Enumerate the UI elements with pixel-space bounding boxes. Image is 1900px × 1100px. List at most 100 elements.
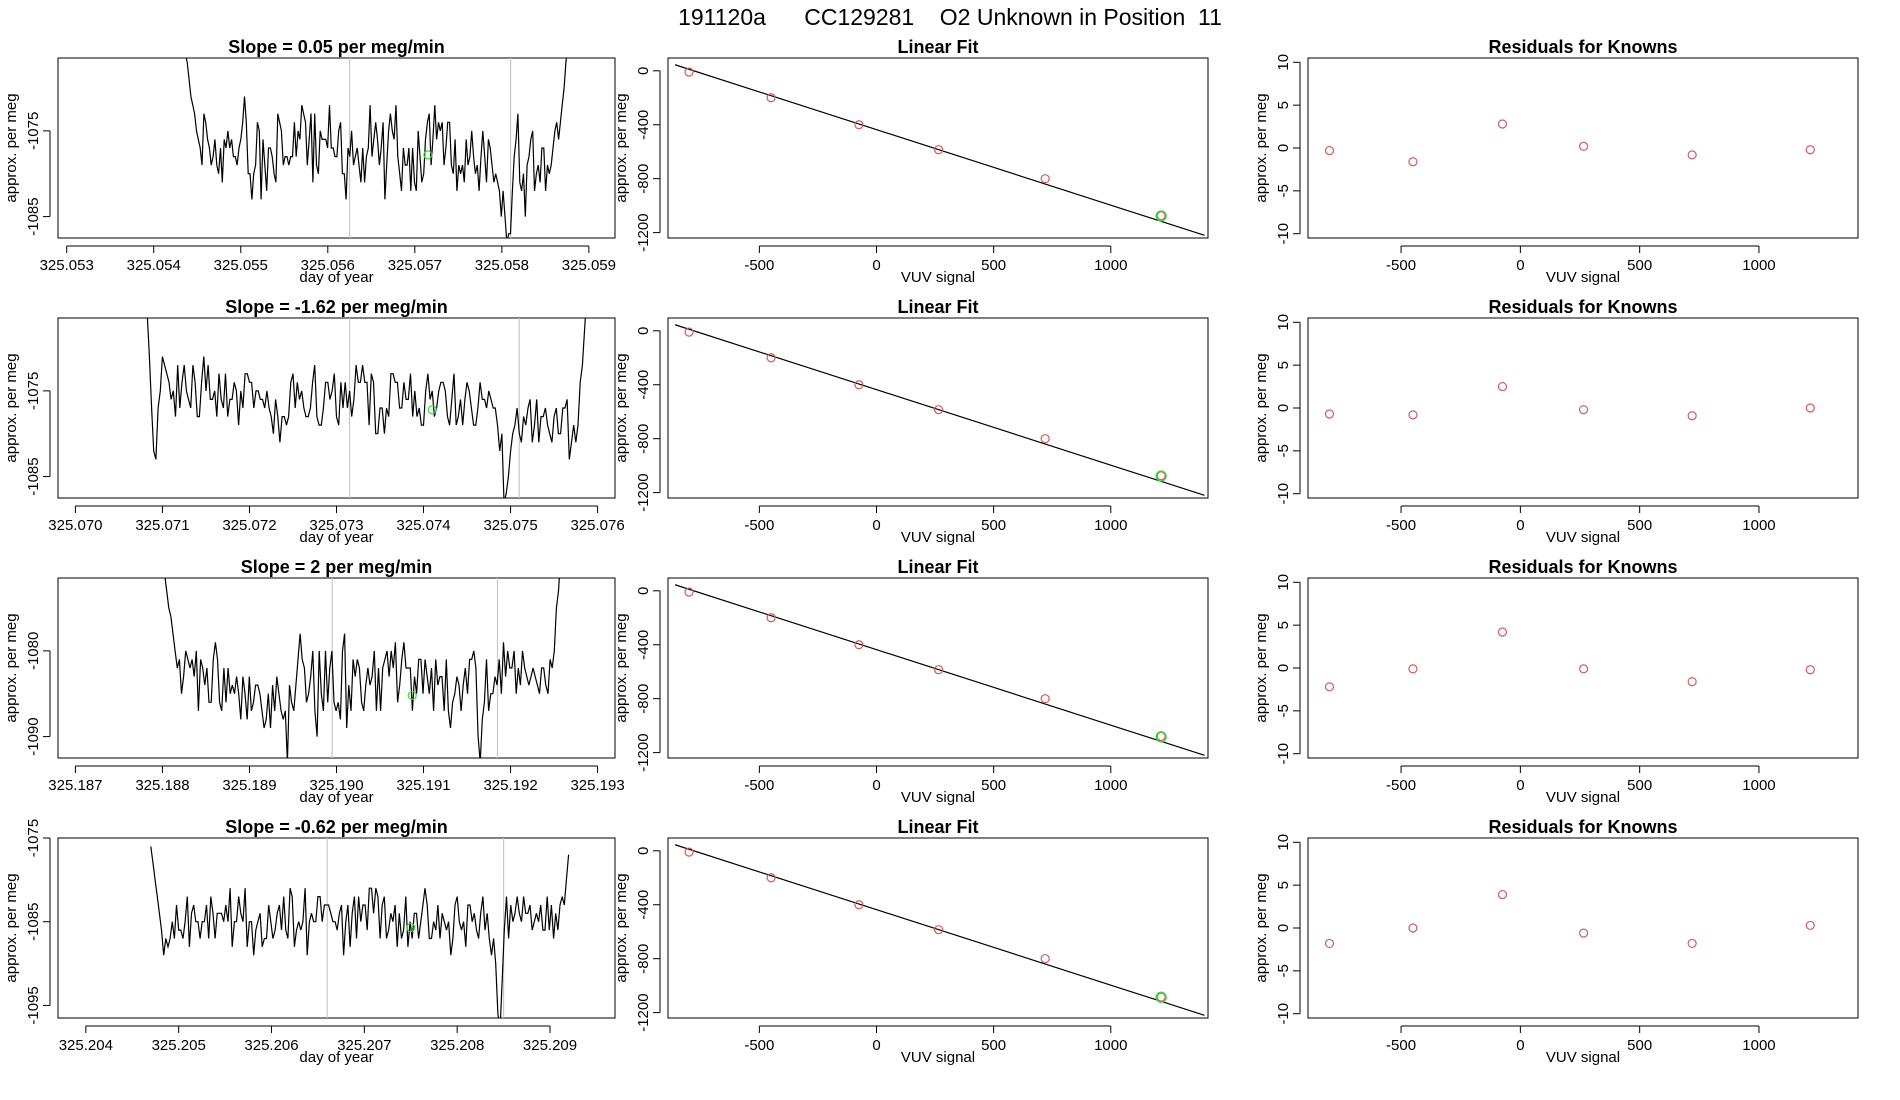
known-point (684, 847, 694, 857)
known-point (1324, 145, 1335, 156)
x-tick-label: 500 (1627, 777, 1652, 794)
y-tick-label: 10 (1275, 574, 1292, 591)
y-tick-label: -10 (1275, 483, 1292, 505)
y-tick-label: -400 (635, 370, 652, 400)
x-axis-label: VUV signal (901, 269, 975, 286)
x-axis-label: day of year (299, 789, 373, 806)
x-tick-label: 325.076 (570, 517, 624, 534)
x-tick-label: 0 (1516, 777, 1524, 794)
known-point (1408, 923, 1418, 933)
x-axis-label: VUV signal (1546, 789, 1620, 806)
chart-panel-0: Slope = 0.05 per meg/min 325.053 325.054 32… (3, 37, 616, 286)
x-tick-label: 325.208 (430, 1037, 484, 1054)
x-tick-label: 325.191 (396, 777, 450, 794)
x-tick-label: -500 (744, 1037, 774, 1054)
chart-panel-7: Linear Fit -500 0 500 1000 VUV signal 0 -400 -80… (613, 817, 1209, 1066)
known-point (1805, 145, 1815, 155)
x-tick-label: 325.057 (388, 257, 442, 274)
plot-frame (57, 317, 616, 499)
x-tick-label: 325.072 (222, 517, 276, 534)
chart-title: Residuals for Knowns (1488, 557, 1677, 577)
x-tick-label: 0 (872, 257, 880, 274)
known-point (1324, 682, 1335, 692)
y-axis-label: approx. per meg (1253, 353, 1270, 462)
y-tick-label: 0 (1275, 664, 1292, 672)
plot-area (674, 324, 1205, 496)
plot-frame (57, 57, 616, 239)
chart-title: Slope = 0.05 per meg/min (228, 37, 445, 57)
plot-area (674, 584, 1205, 756)
plot-frame (57, 577, 616, 759)
unknown-point-marker (427, 405, 437, 415)
x-tick-label: 325.189 (222, 777, 276, 794)
known-point (1578, 928, 1589, 938)
x-tick-label: 325.193 (570, 777, 624, 794)
known-point (854, 380, 864, 390)
x-tick-label: 0 (872, 1037, 880, 1054)
unknown-point-marker (1155, 731, 1167, 743)
plot-frame (57, 837, 616, 1019)
x-tick-label: -500 (1386, 777, 1416, 794)
x-tick-label: 325.074 (396, 517, 450, 534)
known-point (1408, 664, 1418, 674)
y-tick-label: 10 (1275, 54, 1292, 71)
series-line (185, 58, 567, 238)
y-tick-label: -1200 (635, 473, 652, 511)
y-axis-label: approx. per meg (613, 613, 630, 722)
known-point (854, 120, 864, 130)
chart-title: Slope = -0.62 per meg/min (225, 817, 448, 837)
y-axis-label: approx. per meg (3, 613, 20, 722)
x-tick-label: 0 (1516, 517, 1524, 534)
x-axis-label: day of year (299, 269, 373, 286)
x-tick-label: 325.070 (48, 517, 102, 534)
y-tick-label: -800 (635, 944, 652, 974)
known-point (1156, 731, 1166, 742)
y-tick-label: -800 (635, 424, 652, 454)
known-point (1687, 938, 1697, 949)
chart-panel-2: Slope = 2 per meg/min 325.187 325.188 325.1… (3, 557, 625, 806)
known-point (1687, 411, 1697, 421)
y-tick-label: 0 (635, 67, 652, 75)
chart-title: Linear Fit (897, 37, 978, 57)
x-tick-label: 0 (872, 777, 880, 794)
plot-frame (667, 317, 1209, 499)
x-tick-label: 1000 (1094, 777, 1127, 794)
chart-panel-4: Linear Fit -500 0 500 1000 VUV signal 0 -400 -80… (613, 37, 1209, 286)
y-axis-label: approx. per meg (613, 353, 630, 462)
y-tick-label: -400 (635, 110, 652, 140)
y-axis-label: approx. per meg (613, 873, 630, 982)
x-tick-label: -500 (1386, 1037, 1416, 1054)
x-axis-label: day of year (299, 1049, 373, 1066)
chart-title: Linear Fit (897, 817, 978, 837)
known-point (1040, 694, 1050, 704)
known-point (1324, 409, 1335, 419)
x-tick-label: 1000 (1742, 777, 1775, 794)
known-point (766, 613, 776, 623)
figure-title: 191120a CC129281 O2 Unknown in Position … (678, 4, 1222, 30)
known-point (1497, 889, 1508, 900)
x-tick-label: 325.053 (40, 257, 94, 274)
x-tick-label: 325.192 (483, 777, 537, 794)
x-tick-label: 500 (981, 777, 1006, 794)
plot-area (1324, 381, 1815, 421)
chart-panel-9: Residuals for Knowns -500 0 500 1000 VUV sign… (1253, 297, 1859, 546)
y-tick-label: -1085 (25, 197, 42, 235)
y-tick-label: -10 (1275, 223, 1292, 245)
series-line (150, 846, 570, 1018)
plot-area (164, 578, 560, 758)
chart-title: Residuals for Knowns (1488, 37, 1677, 57)
x-tick-label: 500 (981, 257, 1006, 274)
x-tick-label: 1000 (1094, 1037, 1127, 1054)
x-tick-label: 325.073 (309, 517, 363, 534)
known-point (1805, 665, 1815, 675)
y-tick-label: -1090 (25, 717, 42, 755)
chart-title: Slope = 2 per meg/min (241, 557, 433, 577)
y-axis-label: approx. per meg (613, 93, 630, 202)
x-axis-label: VUV signal (901, 789, 975, 806)
chart-title: Residuals for Knowns (1488, 297, 1677, 317)
chart-panel-11: Residuals for Knowns -500 0 500 1000 VUV sign… (1253, 817, 1859, 1066)
plot-frame (1307, 317, 1859, 499)
y-tick-label: 5 (1275, 361, 1292, 369)
y-tick-label: 5 (1275, 101, 1292, 109)
